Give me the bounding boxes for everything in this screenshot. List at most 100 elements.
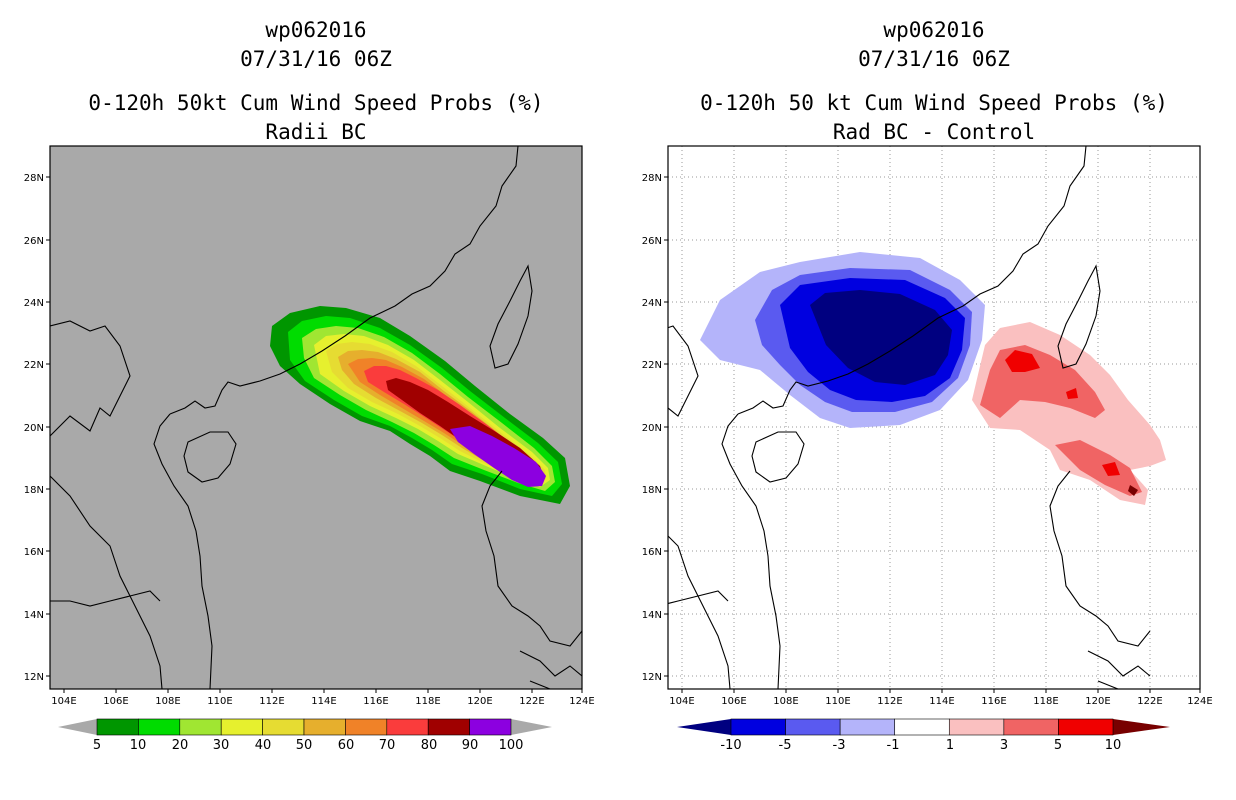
legend-label: 10 — [1105, 738, 1122, 753]
left-probability-swath — [270, 306, 570, 504]
legend-label: 3 — [1000, 738, 1008, 753]
philippines-islands — [1087, 650, 1151, 689]
legend-color-box — [262, 718, 305, 736]
legend-label: 50 — [296, 738, 313, 753]
right-title-datetime: 07/31/16 06Z — [858, 47, 1010, 71]
left-title-subtitle: Radii BC — [265, 120, 367, 144]
lon-label: 108E — [155, 696, 180, 707]
legend-color-box — [948, 718, 1005, 736]
lat-label: 12N — [642, 672, 662, 683]
legend-color-box — [386, 718, 429, 736]
right-lon-labels: 104E 106E 108E 110E 112E 114E 116E 118E … — [669, 696, 1212, 707]
left-color-legend — [58, 718, 552, 736]
lat-label: 26N — [24, 236, 44, 247]
legend-color-box — [138, 718, 181, 736]
legend-label: 5 — [1054, 738, 1062, 753]
right-negative-region — [700, 252, 985, 428]
lon-label: 122E — [519, 696, 544, 707]
luzon-coast — [481, 470, 582, 647]
lat-label: 16N — [24, 547, 44, 558]
china-coast — [737, 146, 1087, 415]
legend-left-arrow — [677, 719, 731, 735]
swath-90pct — [450, 426, 546, 487]
inland-border-2 — [50, 590, 161, 607]
diff-plus5 — [1005, 350, 1120, 476]
lat-label: 18N — [24, 485, 44, 496]
lat-label: 22N — [24, 360, 44, 371]
hainan — [183, 431, 237, 483]
lat-label: 12N — [24, 672, 44, 683]
lat-label: 24N — [642, 298, 662, 309]
china-coast — [169, 146, 519, 415]
diff-plus10 — [1128, 485, 1138, 496]
lon-label: 124E — [569, 696, 594, 707]
lon-label: 106E — [721, 696, 746, 707]
vietnam-coast — [721, 413, 781, 689]
lat-label: 20N — [24, 423, 44, 434]
legend-color-box — [894, 718, 950, 736]
legend-label: 30 — [213, 738, 230, 753]
inland-border-1 — [50, 475, 163, 689]
inland-border-2 — [668, 590, 729, 605]
lat-label: 18N — [642, 485, 662, 496]
left-map-frame — [49, 145, 583, 690]
legend-right-arrow — [1113, 719, 1170, 735]
taiwan — [1057, 264, 1101, 369]
lat-label: 14N — [24, 610, 44, 621]
legend-color-box — [469, 718, 512, 736]
left-legend-labels: 5 10 20 30 40 50 60 70 80 90 100 — [93, 738, 524, 753]
legend-left-arrow — [58, 719, 97, 735]
lon-label: 110E — [825, 696, 850, 707]
lat-label: 14N — [642, 610, 662, 621]
lon-label: 120E — [1085, 696, 1110, 707]
diff-minus10 — [810, 290, 952, 385]
lon-label: 118E — [1033, 696, 1058, 707]
left-title-storm-id: wp062016 — [265, 18, 367, 42]
lon-label: 106E — [103, 696, 128, 707]
laos-border — [668, 325, 699, 417]
legend-label: 100 — [499, 738, 524, 753]
left-coastlines — [50, 146, 582, 689]
right-color-legend — [677, 718, 1170, 736]
lon-label: 104E — [51, 696, 76, 707]
left-title-datetime: 07/31/16 06Z — [240, 47, 392, 71]
left-lon-labels: 104E 106E 108E 110E 112E 114E 116E 118E … — [51, 696, 594, 707]
right-title-storm-id: wp062016 — [883, 18, 985, 42]
legend-label: -3 — [833, 738, 846, 753]
lat-label: 20N — [642, 423, 662, 434]
legend-label: 90 — [462, 738, 479, 753]
lon-label: 104E — [669, 696, 694, 707]
right-title-subtitle: Rad BC - Control — [832, 120, 1036, 144]
legend-color-boxes — [96, 718, 512, 736]
taiwan — [489, 264, 533, 369]
legend-label: -1 — [887, 738, 900, 753]
legend-label: 1 — [946, 738, 954, 753]
right-ticks — [664, 176, 1201, 693]
right-map-frame — [667, 145, 1201, 690]
left-lat-labels: 28N 26N 24N 22N 20N 18N 16N 14N 12N — [24, 173, 44, 683]
lat-label: 26N — [642, 236, 662, 247]
right-legend-labels: -10 -5 -3 -1 1 3 5 10 — [720, 738, 1121, 753]
lon-label: 112E — [877, 696, 902, 707]
legend-color-box — [1003, 718, 1059, 736]
right-positive-region — [972, 322, 1166, 505]
inland-border-1 — [668, 535, 731, 689]
lat-label: 16N — [642, 547, 662, 558]
lon-label: 108E — [773, 696, 798, 707]
legend-color-box — [303, 718, 346, 736]
legend-color-box — [839, 718, 896, 736]
legend-color-boxes — [730, 718, 1114, 736]
right-lat-labels: 28N 26N 24N 22N 20N 18N 16N 14N 12N — [642, 173, 662, 683]
laos-border — [50, 320, 131, 437]
legend-label: -5 — [779, 738, 792, 753]
lon-label: 116E — [363, 696, 388, 707]
legend-label: 70 — [379, 738, 396, 753]
lat-label: 22N — [642, 360, 662, 371]
lon-label: 114E — [311, 696, 336, 707]
legend-color-box — [345, 718, 388, 736]
lon-label: 116E — [981, 696, 1006, 707]
lon-label: 122E — [1137, 696, 1162, 707]
legend-label: 60 — [338, 738, 355, 753]
legend-color-box — [730, 718, 786, 736]
